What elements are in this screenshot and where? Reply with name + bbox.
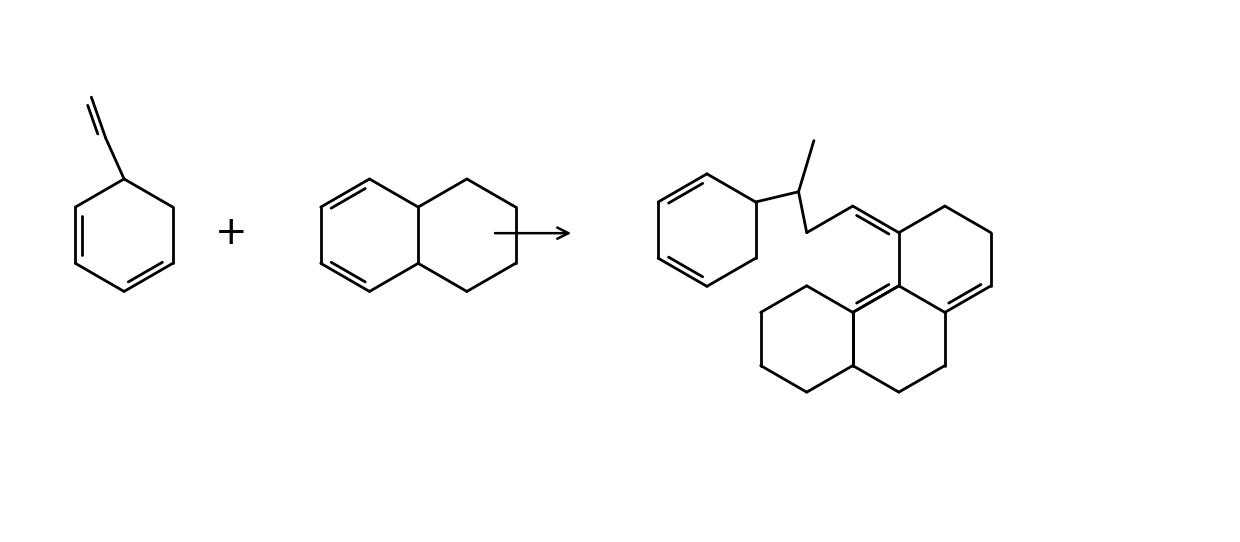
Text: +: + [215, 214, 248, 252]
